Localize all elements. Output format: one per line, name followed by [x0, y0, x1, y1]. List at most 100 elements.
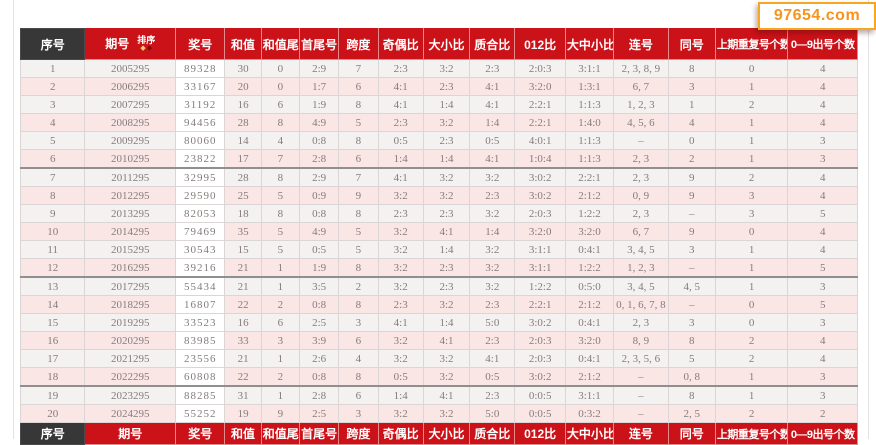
cell-chuhao: 4: [787, 186, 858, 205]
cell-zbi012: 3:0:2: [514, 367, 566, 387]
cell-hezhiwei: 1: [260, 385, 300, 405]
cell-zhihebi: 0:5: [469, 131, 516, 150]
cell-dazhongxiao: 2:1:2: [564, 295, 615, 314]
cell-zbi012: 3:1:1: [514, 240, 566, 259]
cell-xuhao: 16: [19, 331, 86, 350]
cell-zbi012: 0:0:5: [514, 385, 566, 405]
cell-tonghao: 9: [667, 167, 716, 187]
cell-lianhao: 8, 9: [613, 331, 669, 350]
cell-zbi012: 2:0:3: [514, 204, 566, 223]
header-qihao[interactable]: 期号 排序 ◆ ◆: [84, 28, 177, 60]
cell-xuhao: 12: [19, 258, 86, 278]
cell-chuhao: 3: [787, 385, 858, 405]
cell-qihao: 2019295: [84, 313, 177, 332]
cell-dazhongxiao: 2:1:2: [564, 186, 615, 205]
cell-zbi012: 2:2:1: [514, 95, 566, 114]
cell-jioubi: 3:2: [377, 222, 424, 241]
footer-jioubi: 奇偶比: [377, 422, 424, 445]
sort-control[interactable]: 排序 ◆ ◆: [137, 36, 155, 53]
footer-zbi012: 012比: [514, 422, 566, 445]
footer-hezhiwei: 和值尾: [260, 422, 300, 445]
cell-jioubi: 4:1: [377, 167, 424, 187]
cell-xuhao: 17: [19, 349, 86, 368]
table-row: 2 2006295 33167 20 0 1:7 6 4:1 2:3 4:1 3:2:0 1:3:1 6…: [19, 77, 858, 96]
cell-jianghao: 55434: [175, 276, 226, 296]
cell-jianghao: 60808: [175, 367, 226, 387]
cell-hezhiwei: 9: [260, 404, 300, 423]
cell-jioubi: 0:5: [377, 131, 424, 150]
sort-icons: ◆ ◆: [140, 45, 152, 52]
cell-hezhiwei: 2: [260, 295, 300, 314]
cell-chongfu: 2: [714, 167, 789, 187]
cell-zhihebi: 2:3: [469, 385, 516, 405]
cell-zhihebi: 3:2: [469, 276, 516, 296]
cell-hezhiwei: 4: [260, 131, 300, 150]
cell-kuadu: 5: [338, 222, 379, 241]
cell-zhihebi: 5:0: [469, 404, 516, 423]
cell-zhihebi: 1:4: [469, 222, 516, 241]
header-chongfu: 上期重复号个数: [714, 28, 789, 60]
cell-jianghao: 89328: [175, 59, 226, 78]
cell-tonghao: 3: [667, 77, 716, 96]
cell-daxiaobi: 4:1: [422, 222, 471, 241]
cell-chongfu: 1: [714, 113, 789, 132]
cell-hezhi: 20: [224, 77, 262, 96]
cell-lianhao: 0, 1, 6, 7, 8: [613, 295, 669, 314]
cell-qihao: 2016295: [84, 258, 177, 278]
header-xuhao: 序号: [19, 28, 86, 60]
cell-chuhao: 4: [787, 77, 858, 96]
cell-qihao: 2020295: [84, 331, 177, 350]
cell-qihao: 2014295: [84, 222, 177, 241]
cell-chuhao: 4: [787, 167, 858, 187]
header-dazhongxiao: 大中小比: [564, 28, 615, 60]
cell-xuhao: 11: [19, 240, 86, 259]
cell-jioubi: 3:2: [377, 240, 424, 259]
watermark-badge[interactable]: 97654.com: [758, 2, 876, 30]
cell-qihao: 2013295: [84, 204, 177, 223]
cell-hezhi: 35: [224, 222, 262, 241]
footer-dazhongxiao: 大中小比: [564, 422, 615, 445]
table-row: 11 2015295 30543 15 5 0:5 5 3:2 1:4 3:2 3:1:1 0:4:1…: [19, 240, 858, 259]
header-daxiaobi: 大小比: [422, 28, 471, 60]
cell-daxiaobi: 3:2: [422, 349, 471, 368]
cell-zbi012: 1:2:2: [514, 276, 566, 296]
cell-daxiaobi: 3:2: [422, 404, 471, 423]
cell-xuhao: 6: [19, 149, 86, 169]
cell-kuadu: 2: [338, 276, 379, 296]
footer-daxiaobi: 大小比: [422, 422, 471, 445]
sort-asc-icon[interactable]: ◆: [140, 45, 146, 52]
cell-zhihebi: 3:2: [469, 204, 516, 223]
cell-kuadu: 9: [338, 186, 379, 205]
cell-kuadu: 4: [338, 349, 379, 368]
cell-daxiaobi: 1:4: [422, 240, 471, 259]
footer-chongfu: 上期重复号个数: [714, 422, 789, 445]
cell-shouweihao: 1:9: [298, 95, 340, 114]
table-row: 10 2014295 79469 35 5 4:9 5 3:2 4:1 1:4 3:2:0 3:2:0…: [19, 222, 858, 241]
cell-chongfu: 2: [714, 331, 789, 350]
cell-kuadu: 8: [338, 295, 379, 314]
cell-hezhi: 31: [224, 385, 262, 405]
cell-jioubi: 4:1: [377, 313, 424, 332]
cell-xuhao: 1: [19, 59, 86, 78]
cell-lianhao: 6, 7: [613, 77, 669, 96]
cell-dazhongxiao: 2:1:2: [564, 367, 615, 387]
cell-tonghao: 3: [667, 240, 716, 259]
cell-kuadu: 6: [338, 149, 379, 169]
footer-tonghao: 同号: [667, 422, 716, 445]
sort-desc-icon[interactable]: ◆: [146, 45, 153, 52]
cell-chongfu: 1: [714, 240, 789, 259]
cell-zhihebi: 1:4: [469, 113, 516, 132]
cell-shouweihao: 3:5: [298, 276, 340, 296]
cell-chongfu: 0: [714, 313, 789, 332]
table-row: 3 2007295 31192 16 6 1:9 8 4:1 1:4 4:1 2:2:1 1:1:3 1…: [19, 95, 858, 114]
cell-zhihebi: 2:3: [469, 331, 516, 350]
cell-kuadu: 8: [338, 95, 379, 114]
cell-jioubi: 2:3: [377, 204, 424, 223]
cell-shouweihao: 0:8: [298, 204, 340, 223]
cell-dazhongxiao: 0:4:1: [564, 349, 615, 368]
cell-qihao: 2007295: [84, 95, 177, 114]
cell-zbi012: 2:0:3: [514, 59, 566, 78]
table-row: 15 2019295 33523 16 6 2:5 3 4:1 1:4 5:0 3:0:2 0:4:1…: [19, 313, 858, 332]
cell-tonghao: 8: [667, 385, 716, 405]
